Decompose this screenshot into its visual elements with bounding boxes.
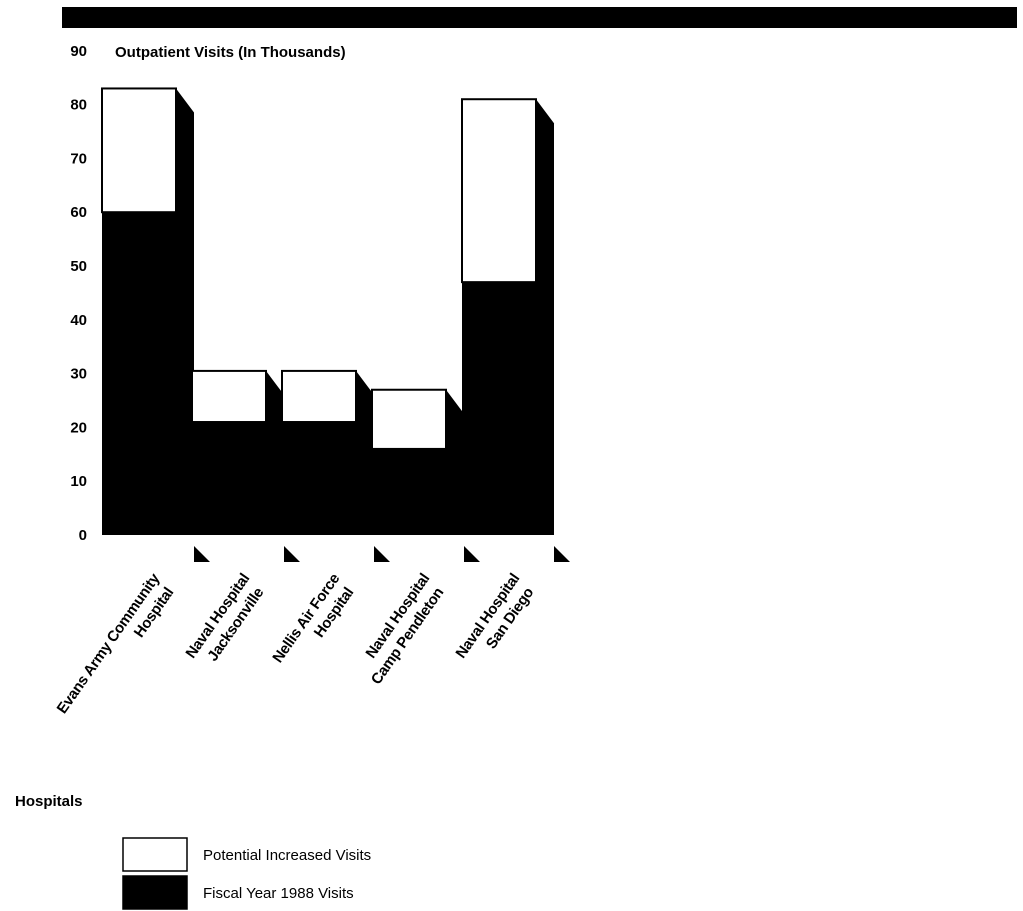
bar-base-marker xyxy=(464,546,480,562)
bar-segment-fy1988 xyxy=(102,212,176,535)
legend-label: Potential Increased Visits xyxy=(203,847,371,864)
bar-segment-potential xyxy=(461,98,537,284)
bar-segment-potential xyxy=(101,87,177,214)
y-tick-label: 50 xyxy=(70,258,87,275)
y-tick-label: 60 xyxy=(70,204,87,221)
bar-base-marker xyxy=(194,546,210,562)
x-axis-title: Hospitals xyxy=(15,793,83,810)
top-banner-bar xyxy=(62,7,1017,28)
bar-side-face xyxy=(266,370,284,535)
legend-swatch xyxy=(122,875,188,910)
bar-segment-potential xyxy=(281,369,357,424)
bar-side-face xyxy=(446,389,464,535)
bar-segment-fy1988 xyxy=(462,282,536,535)
y-tick-label: 30 xyxy=(70,366,87,383)
bar-segment-fy1988 xyxy=(282,422,356,535)
y-tick-label: 70 xyxy=(70,150,87,167)
y-axis-title: Outpatient Visits (In Thousands) xyxy=(115,44,346,61)
y-tick-label: 10 xyxy=(70,473,87,490)
legend-label: Fiscal Year 1988 Visits xyxy=(203,885,354,902)
y-tick-label: 80 xyxy=(70,97,87,114)
y-tick-label: 90 xyxy=(70,43,87,60)
y-tick-label: 0 xyxy=(79,527,87,544)
y-tick-label: 40 xyxy=(70,312,87,329)
bar-side-face xyxy=(356,370,374,535)
bar-base-marker xyxy=(284,546,300,562)
bar-segment-potential xyxy=(191,369,267,424)
category-label: Evans Army Community xyxy=(54,570,164,717)
bar-segment-fy1988 xyxy=(372,448,446,535)
legend-swatch xyxy=(122,837,188,872)
bar-segment-potential xyxy=(371,388,447,450)
bar-segment-fy1988 xyxy=(192,422,266,535)
bar-side-face xyxy=(536,99,554,535)
bar-base-marker xyxy=(374,546,390,562)
bar-base-marker xyxy=(554,546,570,562)
y-tick-label: 20 xyxy=(70,419,87,436)
bar-side-face xyxy=(176,88,194,536)
